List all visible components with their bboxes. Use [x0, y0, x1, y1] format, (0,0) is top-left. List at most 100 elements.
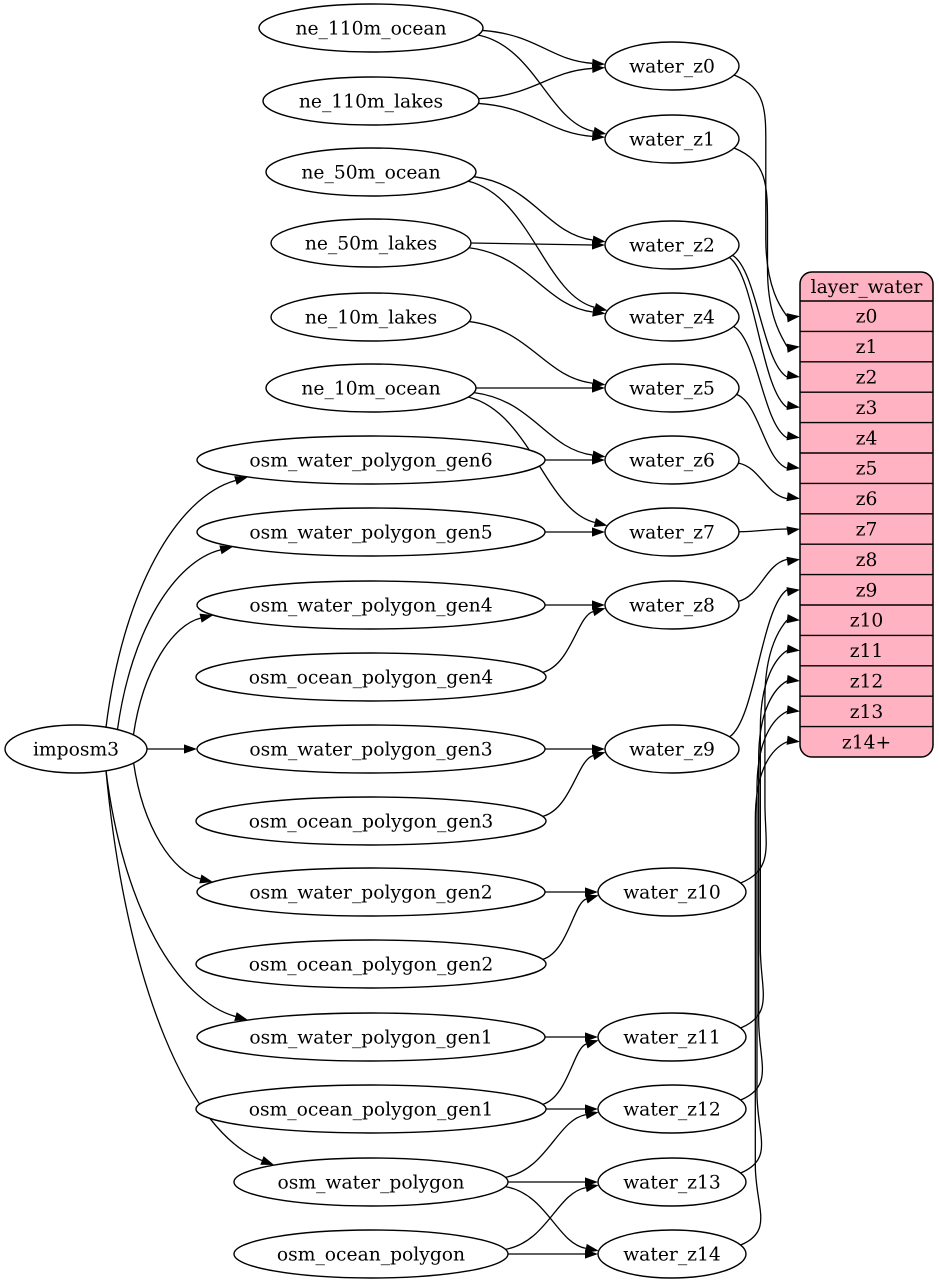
edge-path: [468, 247, 593, 313]
edge-osm_water_polygon_gen5-water_z7: [545, 527, 605, 537]
node-water_z11: water_z11: [597, 1012, 747, 1062]
edge-path: [542, 898, 587, 961]
edge-ne_110m_lakes-water_z1: [478, 102, 606, 141]
table-row-label: z11: [850, 641, 884, 662]
table-row-label: z5: [856, 459, 878, 480]
edge-water_z14-z14+: [740, 735, 800, 1246]
edge-path: [105, 479, 236, 728]
edge-path: [738, 528, 788, 533]
edge-osm_water_polygon-water_z14: [505, 1185, 599, 1253]
edge-imposm3-osm_water_polygon_gen3: [147, 744, 197, 754]
arrowhead: [592, 600, 605, 610]
arrowhead: [786, 587, 800, 597]
node-ellipse: [196, 724, 546, 774]
arrowhead: [786, 705, 800, 715]
node-water_z10: water_z10: [597, 867, 747, 917]
table-header: layer_water: [811, 277, 923, 298]
arrowhead: [786, 644, 800, 654]
arrowhead: [584, 894, 599, 904]
water_z7-label: water_z7: [629, 523, 715, 544]
edge-osm_water_polygon_gen3-water_z9: [545, 744, 605, 754]
edge-imposm3-osm_water_polygon_gen1: [105, 770, 248, 1021]
edge-ne_10m_lakes-water_z5: [469, 320, 606, 388]
arrowhead: [592, 240, 605, 250]
node-ellipse: [195, 652, 547, 702]
edge-path: [738, 462, 788, 500]
water_z8-label: water_z8: [629, 596, 715, 617]
water_z1-label: water_z1: [629, 130, 715, 151]
arrowhead: [592, 307, 606, 317]
node-water_z0: water_z0: [604, 41, 740, 91]
node-ellipse: [597, 1157, 747, 1207]
edge-water_z0-z0: [733, 74, 800, 323]
osm_ocean_polygon_gen1-label: osm_ocean_polygon_gen1: [249, 1100, 494, 1121]
node-ellipse: [270, 218, 472, 268]
edge-osm_water_polygon_gen4-water_z8: [545, 600, 605, 610]
arrowhead: [260, 1156, 275, 1166]
table-row-label: z13: [850, 702, 884, 723]
arrowhead: [591, 751, 606, 761]
edge-ne_50m_lakes-water_z2: [470, 240, 605, 250]
table-row-label: z4: [856, 428, 878, 449]
water_z10-label: water_z10: [623, 883, 721, 904]
water_z11-label: water_z11: [623, 1028, 721, 1049]
arrowhead: [786, 735, 800, 745]
table-row-label: z9: [856, 580, 878, 601]
edge-osm_water_polygon_gen6-water_z6: [545, 455, 605, 465]
ne_50m_lakes-label: ne_50m_lakes: [305, 234, 437, 255]
node-ellipse: [604, 507, 740, 557]
table-row-label: z6: [856, 489, 878, 510]
node-ellipse: [597, 1084, 747, 1134]
node-ne_110m_ocean: ne_110m_ocean: [258, 3, 484, 53]
edge-path: [740, 710, 788, 1174]
edge-imposm3-osm_water_polygon_gen6: [105, 476, 248, 728]
edge-water_z10-z10: [740, 614, 800, 884]
node-ellipse: [604, 435, 740, 485]
edge-path: [733, 74, 788, 317]
node-water_z4: water_z4: [604, 292, 740, 342]
node-ellipse: [262, 76, 480, 126]
ne_110m_ocean-label: ne_110m_ocean: [295, 19, 446, 40]
node-osm_water_polygon_gen3: osm_water_polygon_gen3: [196, 724, 546, 774]
table-row-label: z3: [856, 398, 878, 419]
node-ellipse: [195, 939, 547, 989]
water_z2-label: water_z2: [629, 236, 715, 257]
arrowhead: [591, 63, 606, 74]
node-ellipse: [597, 1012, 747, 1062]
node-ellipse: [195, 1084, 547, 1134]
osm_ocean_polygon-label: osm_ocean_polygon: [277, 1245, 465, 1266]
edge-water_z8-z8: [738, 556, 800, 602]
edge-path: [740, 650, 788, 1029]
node-water_z5: water_z5: [604, 363, 740, 413]
arrowhead: [786, 343, 800, 353]
table-row-label: z12: [850, 672, 884, 693]
table-row-label: z1: [856, 337, 878, 358]
node-ellipse: [604, 363, 740, 413]
edge-ne_50m_ocean-water_z2: [473, 176, 606, 245]
node-ellipse: [597, 1229, 747, 1279]
node-ellipse: [604, 724, 740, 774]
edge-imposm3-osm_water_polygon_gen5: [116, 545, 234, 730]
ne_10m_lakes-label: ne_10m_lakes: [305, 308, 437, 329]
edge-path: [467, 180, 596, 309]
table-row-label: z7: [856, 520, 878, 541]
arrowhead: [184, 744, 197, 754]
edge-water_z2-z3: [728, 256, 800, 411]
edge-osm_ocean_polygon_gen4-water_z8: [542, 607, 606, 674]
osm_ocean_polygon_gen3-label: osm_ocean_polygon_gen3: [249, 812, 494, 833]
osm_ocean_polygon_gen4-label: osm_ocean_polygon_gen4: [249, 668, 494, 689]
ne_10m_ocean-label: ne_10m_ocean: [301, 379, 440, 400]
edge-osm_water_polygon_gen1-water_z11: [545, 1032, 598, 1042]
node-ellipse: [258, 3, 484, 53]
node-ellipse: [265, 147, 477, 197]
edge-water_z11-z11: [740, 644, 800, 1029]
node-osm_water_polygon_gen1: osm_water_polygon_gen1: [196, 1012, 546, 1062]
node-ne_10m_lakes: ne_10m_lakes: [270, 292, 472, 342]
node-osm_ocean_polygon_gen3: osm_ocean_polygon_gen3: [195, 796, 547, 846]
node-osm_water_polygon_gen5: osm_water_polygon_gen5: [196, 507, 546, 557]
arrowhead: [786, 556, 800, 566]
osm_water_polygon_gen6-label: osm_water_polygon_gen6: [249, 451, 492, 472]
arrowhead: [786, 431, 800, 441]
node-osm_water_polygon_gen6: osm_water_polygon_gen6: [196, 435, 546, 485]
edge-path: [732, 254, 788, 378]
